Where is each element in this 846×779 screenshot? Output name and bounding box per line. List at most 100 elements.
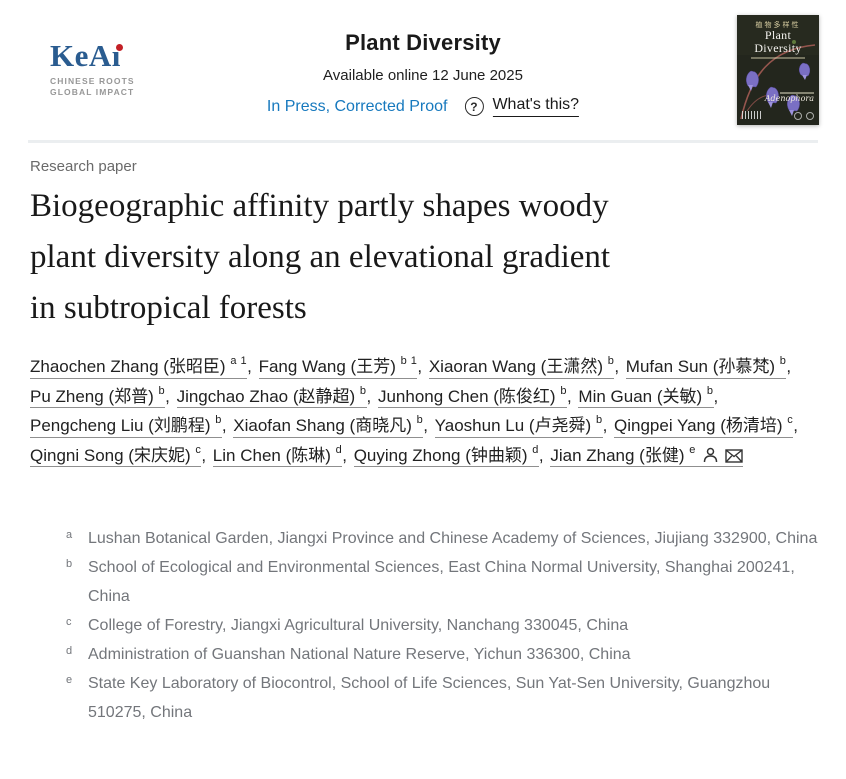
article-title: Biogeographic affinity partly shapes woo…	[30, 181, 820, 334]
in-press-link[interactable]: In Press, Corrected Proof	[266, 97, 448, 115]
author-link[interactable]: Qingpei Yang (杨清培) c	[614, 414, 794, 438]
author[interactable]: Xiaoran Wang (王潇然) b,	[428, 355, 626, 379]
affiliation-label: e	[66, 674, 73, 686]
author[interactable]: Pengcheng Liu (刘鹏程) b,	[30, 414, 233, 438]
author-link[interactable]: Pu Zheng (郑普) b	[30, 384, 166, 408]
author-superscript: b	[706, 384, 714, 397]
affiliation-text: State Key Laboratory of Biocontrol, Scho…	[88, 675, 771, 721]
author-separator: ,	[366, 386, 376, 406]
affiliation-item: a Lushan Botanical Garden, Jiangxi Provin…	[66, 524, 818, 553]
author-separator: ,	[793, 416, 798, 435]
author-separator: ,	[165, 386, 175, 406]
author-link[interactable]: Lin Chen (陈琳) d	[212, 443, 343, 467]
author-separator: ,	[786, 357, 792, 376]
cover-species-caption-line	[780, 92, 814, 94]
affiliation-label: c	[66, 616, 72, 628]
author-separator: ,	[247, 357, 257, 376]
article-title-line2: plant diversity along an elevational gra…	[30, 239, 611, 275]
author-list: Zhaochen Zhang (张昭臣) a 1, Fang Wang (王芳)…	[30, 352, 818, 470]
cover-publisher-seal	[806, 112, 814, 120]
affiliation-list: a Lushan Botanical Garden, Jiangxi Provin…	[66, 524, 818, 727]
affiliation-label: a	[66, 529, 73, 541]
author[interactable]: Jian Zhang (张健) e	[550, 443, 743, 467]
article-type-label: Research paper	[30, 158, 137, 175]
help-question-icon[interactable]: ?	[464, 97, 484, 116]
author[interactable]: Zhaochen Zhang (张昭臣) a 1,	[30, 355, 259, 379]
cover-title-line2: Diversity	[754, 41, 802, 55]
journal-title-link[interactable]: Plant Diversity	[345, 30, 501, 55]
author-superscript: d	[335, 443, 343, 456]
keai-logo[interactable]: KeAı CHINESE ROOTS GLOBAL IMPACT	[50, 40, 180, 98]
affiliation-label: d	[66, 645, 73, 657]
logo-i-dot	[116, 44, 123, 51]
author-link[interactable]: Yaoshun Lu (卢尧舜) b	[434, 414, 603, 438]
author-superscript: b	[158, 384, 166, 397]
author-link[interactable]: Min Guan (关敏) b	[578, 384, 714, 408]
author[interactable]: Qingpei Yang (杨清培) c,	[614, 414, 800, 438]
affiliation-text: College of Forestry, Jiangxi Agricultura…	[88, 617, 629, 634]
author-superscript: d	[532, 443, 539, 456]
author-link[interactable]: Pengcheng Liu (刘鹏程) b	[30, 414, 222, 438]
author-superscript: a 1	[230, 355, 248, 368]
author-superscript: b	[779, 355, 787, 368]
author-link[interactable]: Quying Zhong (钟曲颖) d	[353, 443, 539, 467]
author-separator: ,	[566, 386, 577, 406]
author-superscript: b	[595, 414, 603, 427]
author-link[interactable]: Xiaofan Shang (商晓凡) b	[233, 414, 424, 438]
author-link[interactable]: Fang Wang (王芳) b 1	[258, 356, 418, 379]
keai-logo-tagline: CHINESE ROOTS GLOBAL IMPACT	[50, 76, 180, 98]
author-superscript: c	[195, 443, 202, 456]
cover-barcode	[742, 111, 762, 119]
author[interactable]: Yaoshun Lu (卢尧舜) b,	[434, 414, 614, 438]
article-status-row: In Press, Corrected Proof ? What's this?	[266, 96, 580, 117]
affiliation-item: e State Key Laboratory of Biocontrol, Sch…	[66, 669, 818, 727]
author[interactable]: Pu Zheng (郑普) b,	[30, 384, 177, 408]
article-title-line1: Biogeographic affinity partly shapes woo…	[30, 188, 609, 224]
affiliation-text: Lushan Botanical Garden, Jiangxi Provinc…	[88, 530, 818, 547]
affiliation-text: Administration of Guanshan National Natu…	[88, 646, 631, 663]
author-superscript: b	[560, 384, 567, 397]
author-superscript: b	[416, 414, 424, 427]
author[interactable]: Jingchao Zhao (赵静超) b,	[176, 385, 378, 408]
available-online-date: Available online 12 June 2025	[323, 67, 523, 84]
author[interactable]: Xiaofan Shang (商晓凡) b,	[233, 414, 434, 438]
author-separator: ,	[423, 416, 433, 435]
article-heading-block: Research paper Biogeographic affinity pa…	[30, 158, 820, 334]
journal-header: Plant Diversity Available online 12 June…	[266, 30, 580, 117]
author[interactable]: Qingni Song (宋庆妮) c,	[30, 443, 213, 467]
author-link[interactable]: Xiaoran Wang (王潇然) b	[428, 355, 615, 379]
author-link[interactable]: Qingni Song (宋庆妮) c	[30, 443, 202, 467]
whats-this-link[interactable]: What's this?	[492, 96, 580, 117]
author-link[interactable]: Mufan Sun (孙慕梵) b	[625, 355, 787, 379]
cover-volume-line	[751, 57, 805, 59]
author[interactable]: Junhong Chen (陈俊红) b,	[377, 384, 578, 408]
author-link[interactable]: Jian Zhang (张健) e	[550, 443, 743, 467]
author[interactable]: Fang Wang (王芳) b 1,	[258, 356, 429, 379]
author[interactable]: Lin Chen (陈琳) d,	[212, 443, 354, 467]
journal-cover-thumbnail[interactable]: 植物多样性 Plant Diversity Adenophora	[737, 15, 819, 125]
author-separator: ,	[538, 445, 549, 465]
keai-tagline-line1: CHINESE ROOTS	[50, 76, 135, 86]
author-superscript: e	[689, 443, 696, 456]
cover-chinese-title: 植物多样性	[755, 22, 801, 29]
cover-title-line1: Plant	[764, 28, 792, 42]
author-separator: ,	[602, 416, 613, 435]
affiliation-text: School of Ecological and Environmental S…	[88, 559, 795, 605]
author-separator: ,	[713, 386, 719, 406]
author-link[interactable]: Zhaochen Zhang (张昭臣) a 1	[30, 355, 248, 379]
cover-species-name: Adenophora	[764, 94, 814, 103]
cover-flower-art	[737, 15, 819, 125]
keai-tagline-line2: GLOBAL IMPACT	[50, 87, 135, 97]
cover-society-seal	[794, 112, 802, 120]
author-separator: ,	[614, 357, 624, 376]
author-link[interactable]: Jingchao Zhao (赵静超) b	[176, 385, 367, 408]
author-superscript: b	[215, 414, 222, 427]
author-link[interactable]: Junhong Chen (陈俊红) b	[377, 384, 567, 408]
author-superscript: c	[787, 414, 794, 427]
author-superscript: b	[607, 355, 615, 368]
author[interactable]: Quying Zhong (钟曲颖) d,	[353, 443, 551, 467]
author[interactable]: Mufan Sun (孙慕梵) b,	[625, 355, 793, 379]
affiliation-item: b School of Ecological and Environmental …	[66, 553, 818, 611]
author[interactable]: Min Guan (关敏) b,	[578, 384, 720, 408]
